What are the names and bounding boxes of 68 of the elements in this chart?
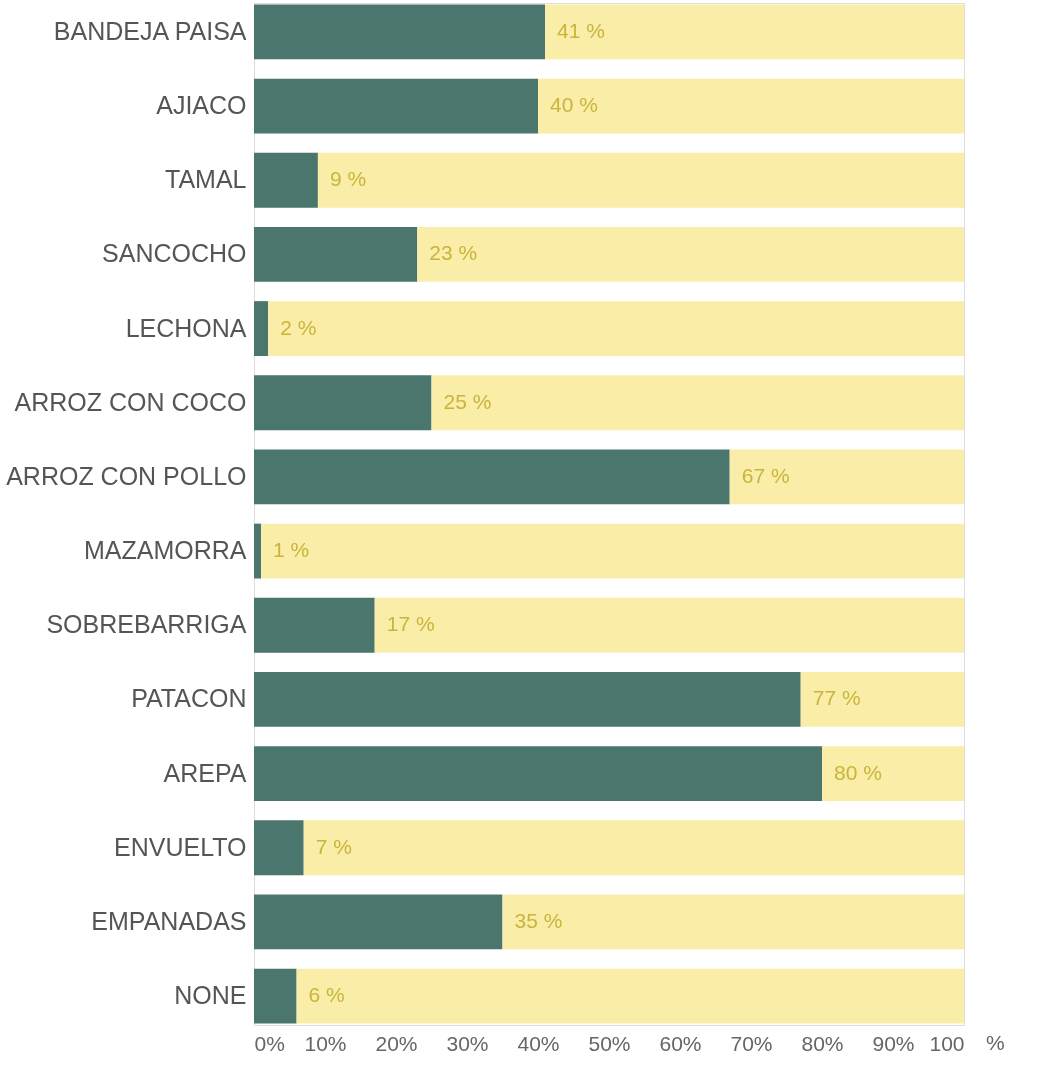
- y-tick-label: PATACON: [131, 684, 247, 713]
- data-label: 23 %: [429, 241, 478, 265]
- y-tick-label: BANDEJA PAISA: [53, 16, 247, 45]
- data-label: 2 %: [280, 315, 317, 339]
- x-tick-label: 10%: [304, 1031, 347, 1055]
- bar: [303, 820, 964, 876]
- y-tick-label: MAZAMORRA: [84, 536, 247, 565]
- bar: [254, 671, 801, 727]
- x-tick-label: 60%: [659, 1031, 702, 1055]
- bar: [254, 523, 262, 579]
- bar: [254, 78, 538, 134]
- data-label: 6 %: [308, 983, 345, 1007]
- x-tick-label: 100: [929, 1031, 965, 1055]
- bar: [374, 597, 964, 653]
- y-tick-label: LECHONA: [125, 313, 247, 342]
- x-tick-label: 80%: [801, 1031, 844, 1055]
- bar: [417, 226, 964, 282]
- data-label: 40 %: [550, 93, 598, 117]
- data-label: 1 %: [273, 538, 310, 562]
- bar: [254, 301, 269, 357]
- data-label: 7 %: [315, 834, 352, 858]
- bar: [254, 152, 318, 208]
- y-tick-label: EMPANADAS: [91, 906, 247, 935]
- y-tick-label: TAMAL: [165, 165, 247, 194]
- x-tick-label: 40%: [517, 1031, 560, 1055]
- x-tick-label: 50%: [588, 1031, 631, 1055]
- bar: [254, 597, 375, 653]
- bar: [268, 301, 964, 357]
- data-label: 35 %: [514, 908, 563, 932]
- bar: [822, 746, 964, 802]
- bar: [296, 968, 964, 1024]
- y-tick-label: AREPA: [163, 758, 247, 787]
- data-label: 25 %: [443, 389, 492, 413]
- bar: [545, 4, 964, 60]
- data-label: 67 %: [741, 463, 790, 487]
- y-tick-label: SOBREBARRIGA: [46, 610, 247, 639]
- bar: [254, 375, 432, 431]
- data-label: 9 %: [329, 167, 367, 191]
- data-label: 41 %: [557, 18, 605, 42]
- y-tick-label: ARROZ CON POLLO: [6, 461, 247, 490]
- x-tick-label: 0%: [254, 1031, 285, 1055]
- y-tick-label: ENVUELTO: [114, 832, 247, 861]
- bar: [729, 449, 964, 505]
- bar: [254, 746, 822, 802]
- y-tick-label: ARROZ CON COCO: [14, 387, 247, 416]
- bar: [254, 894, 503, 950]
- bar: [254, 4, 546, 60]
- x-tick-label: 30%: [446, 1031, 489, 1055]
- bar: [254, 968, 297, 1024]
- bar: [538, 78, 964, 134]
- y-tick-label: SANCOCHO: [102, 239, 247, 268]
- bar: [800, 671, 964, 727]
- data-label: 80 %: [834, 760, 882, 784]
- bar: [254, 820, 304, 876]
- bar: [317, 152, 964, 208]
- text: %: [986, 1031, 1005, 1054]
- data-label: 77 %: [812, 686, 861, 710]
- bar: [502, 894, 964, 950]
- bar: [431, 375, 964, 431]
- y-tick-label: AJIACO: [156, 91, 247, 120]
- y-tick-label: NONE: [174, 981, 247, 1010]
- bar: [254, 226, 418, 282]
- x-tick-label: 90%: [872, 1031, 915, 1055]
- bar: [261, 523, 964, 579]
- x-tick-label: 70%: [730, 1031, 773, 1055]
- bar: [254, 449, 730, 505]
- data-label: 17 %: [386, 612, 435, 636]
- x-tick-label: 20%: [375, 1031, 418, 1055]
